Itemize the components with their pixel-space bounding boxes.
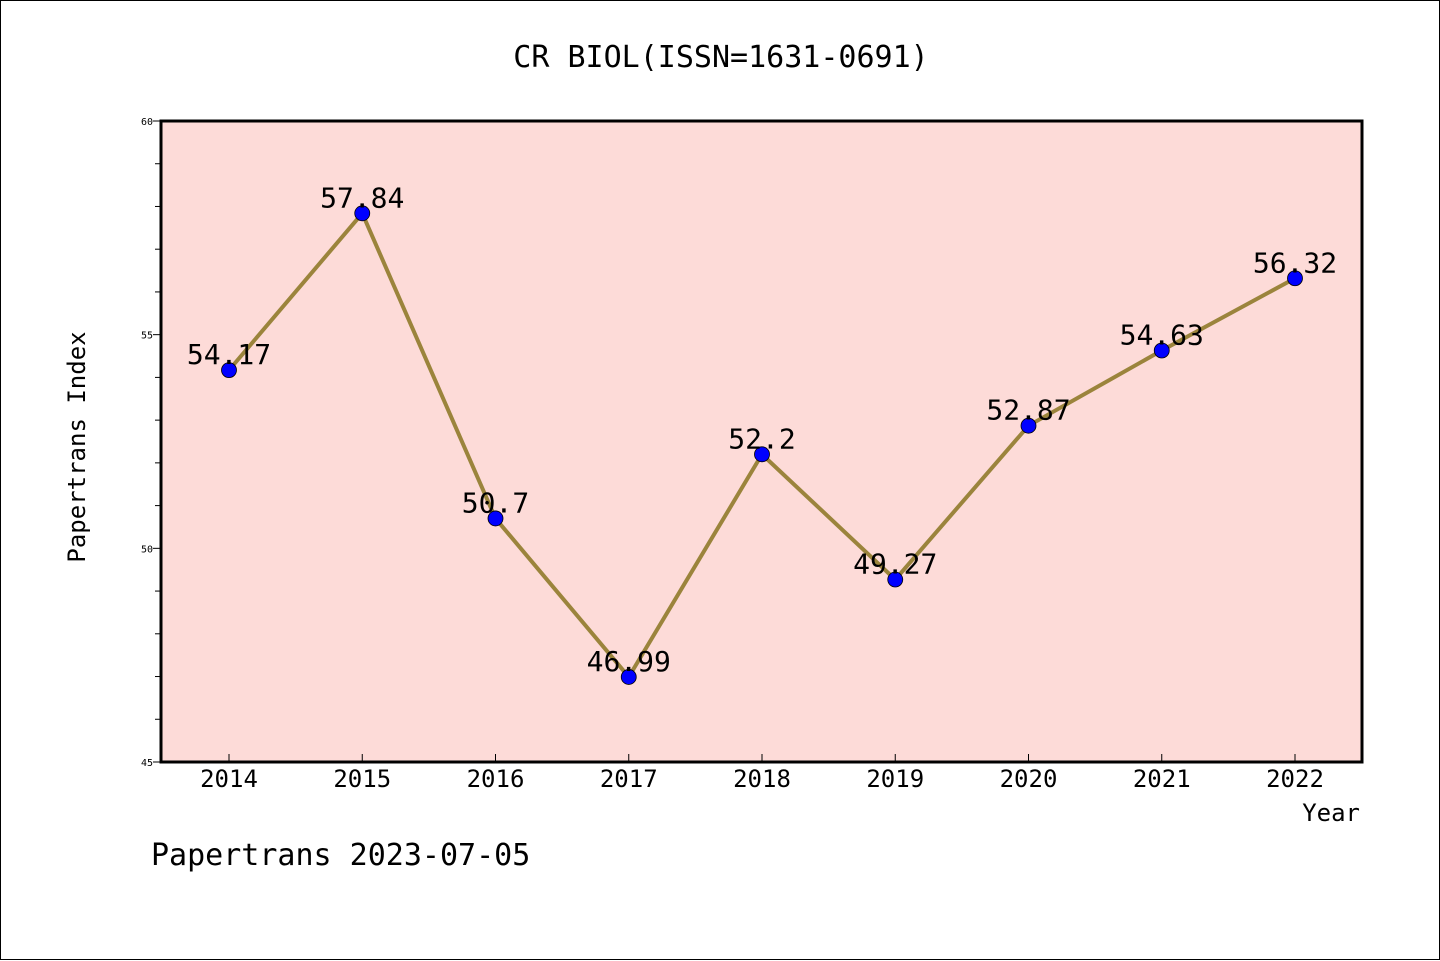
data-point (1287, 270, 1303, 287)
footer-text: Papertrans 2023-07-05 (151, 838, 530, 873)
data-label: 54.63 (1120, 318, 1204, 351)
plot-border (159, 119, 1364, 764)
y-tick-label: 60 (141, 117, 153, 128)
data-label: 50.7 (462, 486, 529, 519)
data-point (1153, 342, 1170, 359)
y-tick-label: 50 (141, 544, 153, 555)
y-tick-label: 55 (141, 331, 153, 342)
data-label: 54.17 (187, 338, 271, 371)
x-tick-label: 2019 (866, 765, 924, 793)
data-point (221, 362, 237, 379)
data-label: 49.27 (853, 548, 937, 581)
x-tick-label: 2021 (1133, 765, 1191, 793)
x-tick-label: 2015 (333, 765, 391, 793)
y-axis-label: Papertrans Index (63, 331, 91, 562)
data-label: 57.84 (320, 181, 404, 214)
y-tick-label: 45 (141, 758, 153, 769)
x-axis-label: Year (1302, 799, 1360, 827)
data-point (620, 669, 637, 685)
x-tick-label: 2020 (1000, 765, 1058, 793)
x-tick-label: 2014 (200, 765, 258, 793)
data-label: 56.32 (1253, 246, 1337, 279)
data-label: 52.87 (986, 394, 1070, 427)
data-point (354, 205, 371, 222)
x-tick-label: 2016 (467, 765, 525, 793)
x-tick-label: 2022 (1266, 765, 1324, 793)
data-point (887, 571, 904, 588)
data-point (487, 510, 504, 527)
data-label: 52.2 (728, 422, 795, 455)
data-label: 46.99 (587, 645, 671, 678)
x-tick-label: 2017 (600, 765, 658, 793)
data-point (1020, 417, 1037, 434)
x-tick-label: 2018 (733, 765, 791, 793)
data-point (754, 446, 770, 463)
plot-area (161, 121, 1362, 762)
chart-title: CR BIOL(ISSN=1631-0691) (513, 40, 928, 75)
